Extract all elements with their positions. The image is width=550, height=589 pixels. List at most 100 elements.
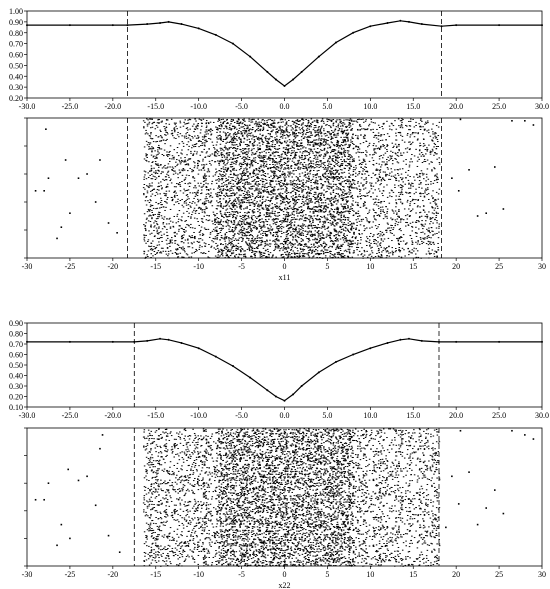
scatter-point	[151, 232, 153, 234]
scatter-point	[330, 193, 332, 195]
scatter-point	[203, 184, 205, 186]
scatter-point	[200, 169, 202, 171]
scatter-point	[210, 183, 213, 185]
scatter-point	[227, 220, 230, 222]
scatter-point	[375, 162, 378, 164]
scatter-point	[365, 182, 367, 184]
scatter-point	[353, 232, 355, 234]
scatter-point	[236, 211, 239, 213]
scatter-point	[381, 256, 383, 258]
scatter-point	[338, 156, 341, 158]
scatter-point	[177, 256, 180, 258]
scatter-point	[253, 190, 256, 192]
scatter-point	[238, 253, 240, 255]
scatter-point	[428, 257, 430, 259]
scatter-point	[402, 219, 405, 221]
scatter-point	[256, 246, 258, 248]
scatter-point	[203, 227, 206, 229]
scatter-point	[365, 195, 367, 197]
scatter-point	[277, 177, 279, 179]
scatter-point	[417, 256, 420, 258]
scatter-point	[340, 203, 342, 205]
scatter-point	[399, 249, 402, 251]
scatter-point	[328, 198, 330, 200]
scatter-point	[257, 234, 259, 236]
scatter-point	[349, 181, 352, 183]
scatter-point	[223, 247, 226, 249]
scatter-point	[283, 157, 285, 159]
scatter-point	[177, 248, 179, 250]
scatter-point	[326, 219, 329, 221]
scatter-point	[208, 189, 210, 191]
scatter-point	[258, 230, 261, 232]
y-tick-label: 0.70	[9, 40, 23, 49]
scatter-point	[241, 171, 244, 173]
scatter-point	[369, 232, 372, 234]
scatter-point	[267, 251, 269, 253]
scatter-point	[340, 245, 342, 247]
scatter-point	[241, 225, 244, 227]
scatter-point	[401, 194, 404, 196]
scatter-point	[256, 208, 259, 210]
scatter-point	[151, 185, 153, 187]
scatter-point	[251, 165, 254, 167]
scatter-point	[202, 252, 204, 254]
scatter-point	[299, 186, 301, 188]
scatter-point	[293, 225, 296, 227]
scatter-point	[251, 250, 254, 252]
scatter-point	[249, 246, 251, 248]
scatter-point	[234, 200, 237, 202]
scatter-point	[201, 234, 204, 236]
scatter-point	[425, 176, 428, 178]
scatter-point	[304, 166, 306, 168]
scatter-point	[316, 180, 319, 182]
scatter-point	[303, 159, 305, 161]
scatter-point	[203, 180, 206, 182]
scatter-point	[143, 234, 146, 236]
scatter-point	[344, 230, 347, 232]
scatter-point	[432, 217, 434, 219]
scatter-point	[429, 242, 431, 244]
scatter-point	[159, 164, 162, 166]
scatter-point	[283, 183, 285, 185]
scatter-point	[338, 196, 341, 198]
scatter-point	[69, 212, 71, 214]
scatter-point	[330, 250, 332, 252]
scatter-point	[269, 168, 272, 170]
scatter-point	[262, 157, 265, 159]
scatter-point	[331, 171, 333, 173]
scatter-point	[302, 253, 304, 255]
scatter-point	[279, 158, 282, 160]
scatter-point	[229, 170, 232, 172]
scatter-point	[380, 212, 382, 214]
scatter-point	[208, 236, 211, 238]
scatter-point	[374, 212, 376, 214]
scatter-point	[233, 185, 236, 187]
scatter-point	[419, 211, 422, 213]
scatter-point	[342, 198, 345, 200]
scatter-point	[307, 225, 309, 227]
scatter-point	[144, 228, 147, 230]
scatter-point	[249, 183, 252, 185]
scatter-point	[234, 257, 237, 259]
scatter-point	[261, 207, 263, 209]
scatter-point	[295, 176, 298, 178]
scatter-point	[352, 204, 354, 206]
scatter-point	[184, 226, 187, 228]
scatter-point	[231, 240, 233, 242]
scatter-point	[297, 166, 300, 168]
scatter-point	[342, 211, 344, 213]
scatter-point	[216, 235, 218, 237]
scatter-point	[224, 257, 226, 259]
scatter-point	[214, 227, 217, 229]
scatter-point	[349, 210, 351, 212]
scatter-point	[346, 180, 349, 182]
scatter-point	[155, 218, 158, 220]
scatter-point	[169, 239, 172, 241]
scatter-point	[346, 228, 349, 230]
scatter-point	[279, 165, 282, 167]
scatter-point	[185, 194, 188, 196]
scatter-point	[253, 214, 255, 216]
scatter-point	[344, 179, 346, 181]
scatter-point	[282, 184, 285, 186]
